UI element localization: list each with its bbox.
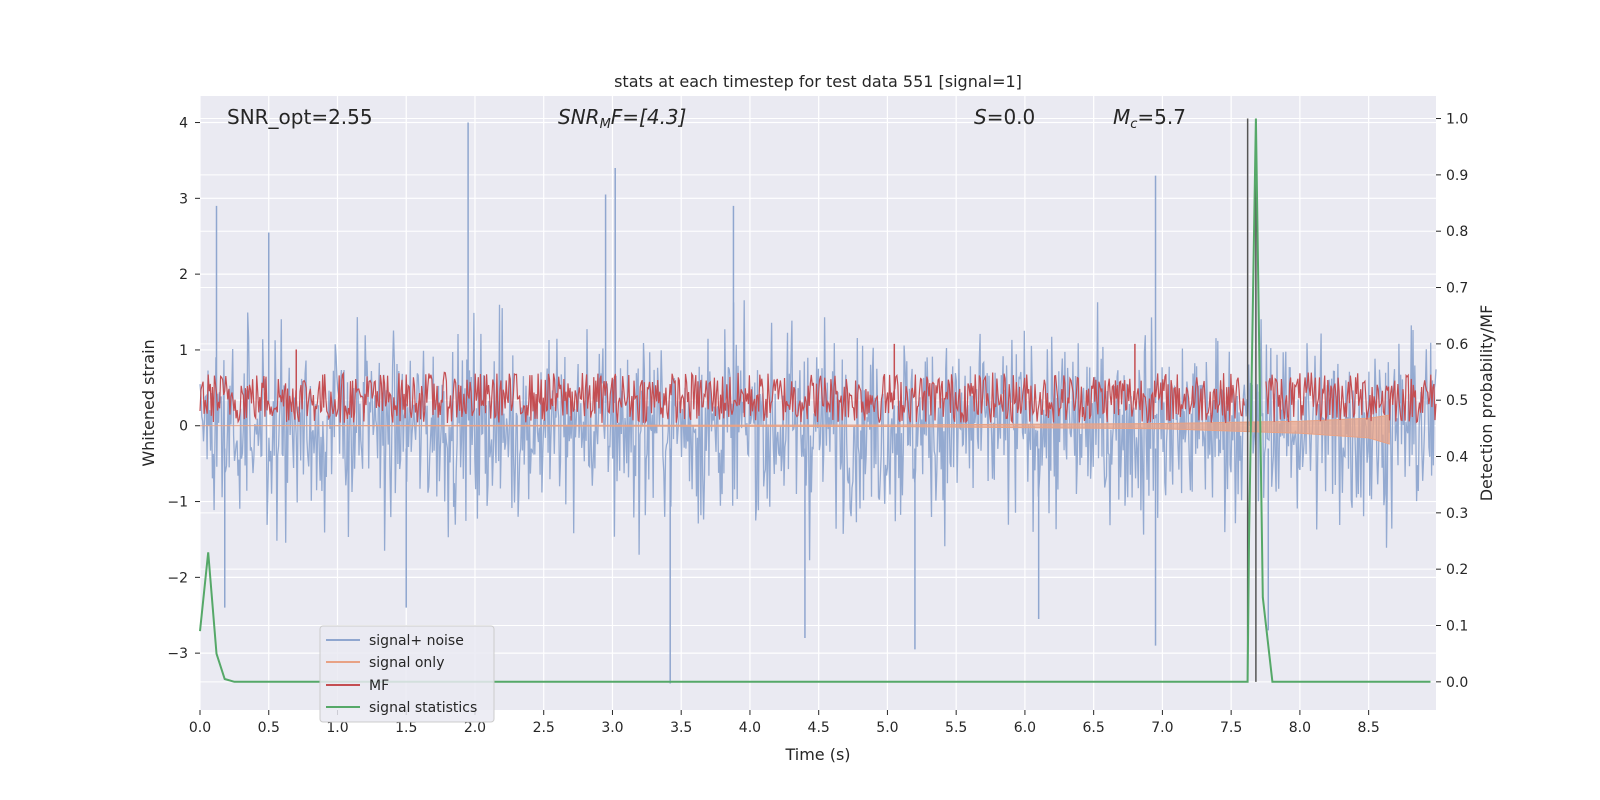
- x-tick-label-17: 8.5: [1357, 720, 1379, 736]
- y-right-tick-label-0: 0.0: [1446, 675, 1468, 691]
- x-tick-label-14: 7.0: [1151, 720, 1173, 736]
- series-signal-statistics: [199, 118, 1431, 683]
- legend-label-mf: MF: [369, 678, 389, 694]
- y-right-tick-label-1: 0.1: [1446, 619, 1468, 635]
- legend-item-mf: MF: [326, 678, 389, 694]
- x-tick-label-2: 1.0: [326, 720, 348, 736]
- annotation-snr-mf: SNRMF=[4.3]: [558, 105, 686, 132]
- annotation-snr-mf-rest: F=[4.3]: [611, 105, 687, 129]
- y-left-tick-label-4: 1: [179, 343, 188, 359]
- y-right-tick-label-6: 0.6: [1446, 337, 1468, 353]
- x-tick-label-13: 6.5: [1083, 720, 1105, 736]
- annotation-mc: Mc=5.7: [1113, 105, 1186, 132]
- legend-box: [319, 625, 495, 723]
- legend-item-signal-noise: signal+ noise: [326, 633, 464, 649]
- x-tick-label-4: 2.0: [464, 720, 486, 736]
- y-ticks-right: 0.0 0.1 0.2 0.3 0.4 0.5 0.6 0.7 0.8 0.9 1.0: [1436, 112, 1468, 691]
- y-ticks-left: −3 −2 −1 0 1 2 3 4: [167, 116, 200, 662]
- x-tick-label-12: 6.0: [1014, 720, 1036, 736]
- x-tick-label-1: 0.5: [258, 720, 280, 736]
- y-right-tick-label-4: 0.4: [1446, 450, 1468, 466]
- annotation-mc-sub: c: [1130, 117, 1137, 132]
- x-tick-label-10: 5.0: [876, 720, 898, 736]
- y-right-tick-label-7: 0.7: [1446, 281, 1468, 297]
- annotation-s-value: =0.0: [987, 105, 1036, 129]
- annotation-s-symbol: S: [974, 105, 987, 129]
- y-axis-label-right: Detection probability/MF: [1477, 305, 1496, 502]
- x-tick-label-7: 3.5: [670, 720, 692, 736]
- x-tick-label-5: 2.5: [533, 720, 555, 736]
- y-right-tick-label-5: 0.5: [1446, 393, 1468, 409]
- x-tick-label-11: 5.5: [945, 720, 967, 736]
- y-right-tick-label-10: 1.0: [1446, 112, 1468, 128]
- annotation-snr-opt: SNR_opt=2.55: [227, 105, 373, 129]
- x-tick-label-15: 7.5: [1220, 720, 1242, 736]
- annotation-snr-mf-base: SNR: [558, 105, 600, 129]
- y-right-tick-label-8: 0.8: [1446, 224, 1468, 240]
- y-axis-label-left: Whitened strain: [139, 339, 158, 466]
- x-tick-label-16: 8.0: [1289, 720, 1311, 736]
- x-ticks: 0.0 0.5 1.0 1.5 2.0 2.5 3.0 3.5 4.0 4.5 5.0 5.5 6.0 6…: [189, 710, 1380, 736]
- y-left-tick-label-2: −1: [167, 495, 188, 511]
- x-tick-label-8: 4.0: [739, 720, 761, 736]
- y-left-tick-label-1: −2: [167, 570, 188, 586]
- legend-item-signal-statistics: signal statistics: [326, 700, 477, 716]
- series-layer: [199, 118, 1437, 684]
- y-right-tick-label-9: 0.9: [1446, 168, 1468, 184]
- y-left-tick-label-3: 0: [179, 419, 188, 435]
- chart-title: stats at each timestep for test data 551…: [614, 72, 1022, 91]
- x-axis-label: Time (s): [784, 745, 850, 764]
- x-tick-label-0: 0.0: [189, 720, 211, 736]
- y-left-tick-label-7: 4: [179, 116, 188, 132]
- y-left-tick-label-6: 3: [179, 191, 188, 207]
- y-left-tick-label-5: 2: [179, 267, 188, 283]
- annotation-snr-mf-sub: M: [600, 117, 611, 132]
- legend-label-signal-statistics: signal statistics: [369, 700, 477, 716]
- x-tick-label-3: 1.5: [395, 720, 417, 736]
- legend-item-signal-only: signal only: [326, 655, 444, 671]
- y-left-tick-label-0: −3: [167, 646, 188, 662]
- annotation-s: S=0.0: [974, 105, 1035, 129]
- annotation-mc-value: =5.7: [1137, 105, 1186, 129]
- legend: signal+ noise signal only MF signal stat…: [319, 625, 495, 723]
- series-signal-only: [199, 414, 1390, 445]
- annotation-mc-symbol: M: [1113, 105, 1130, 129]
- legend-label-signal-only: signal only: [369, 655, 444, 671]
- series-mf: [199, 371, 1437, 425]
- y-right-tick-label-2: 0.2: [1446, 562, 1468, 578]
- x-tick-label-6: 3.0: [601, 720, 623, 736]
- x-tick-label-9: 4.5: [808, 720, 830, 736]
- y-right-tick-label-3: 0.3: [1446, 506, 1468, 522]
- legend-label-signal-noise: signal+ noise: [369, 633, 464, 649]
